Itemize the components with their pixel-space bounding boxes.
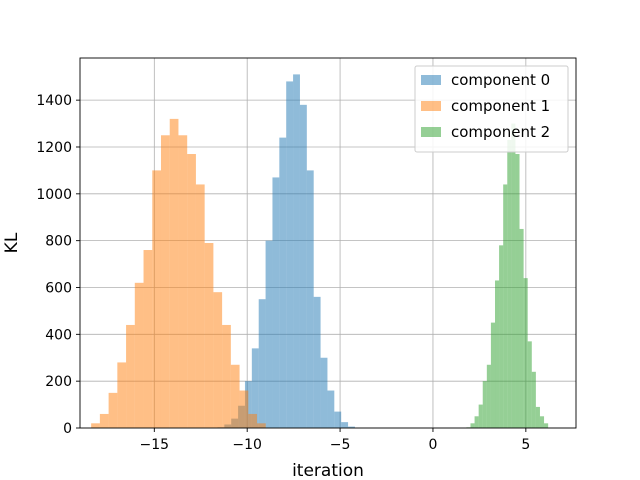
- y-tick-label: 800: [45, 234, 72, 250]
- histogram-bar-series-1: [204, 243, 214, 428]
- histogram-bar-series-0: [313, 296, 321, 428]
- y-axis-label: KL: [2, 232, 22, 253]
- legend-label: component 2: [451, 123, 550, 141]
- histogram-bar-series-2: [474, 416, 479, 428]
- legend-swatch: [421, 101, 441, 111]
- histogram-bar-series-1: [160, 135, 170, 428]
- histogram-bar-series-0: [334, 411, 342, 428]
- histogram-bar-series-1: [143, 250, 153, 428]
- histogram-bar-series-1: [126, 324, 135, 428]
- x-tick-label: −10: [232, 437, 262, 453]
- histogram-bar-series-1: [108, 392, 118, 428]
- y-tick-label: 600: [45, 280, 72, 296]
- histogram-bar-series-1: [187, 154, 196, 428]
- histogram-bar-series-1: [230, 364, 240, 428]
- histogram-bar-series-2: [507, 139, 512, 428]
- axis-ticks: −15 −10 −5 0 5 0 200 400 600 800 1000 1200 1400: [36, 93, 530, 453]
- x-tick-label: −5: [330, 437, 351, 453]
- histogram-bar-series-1: [117, 362, 127, 428]
- histogram-bar-series-0: [286, 81, 294, 428]
- x-tick-label: −15: [140, 437, 170, 453]
- legend-label: component 1: [451, 97, 550, 115]
- histogram-bar-series-1: [257, 423, 266, 428]
- histogram-bar-series-1: [99, 413, 109, 428]
- histogram-bars: [91, 74, 549, 429]
- histogram-bar-series-0: [265, 240, 273, 428]
- histogram-bar-series-1: [222, 324, 231, 428]
- histogram-bar-series-2: [531, 371, 536, 428]
- histogram-bar-series-2: [544, 423, 549, 428]
- y-tick-label: 1400: [36, 93, 72, 109]
- histogram-bar-series-1: [239, 390, 249, 428]
- histogram-bar-series-0: [341, 422, 349, 428]
- plot-frame: [79, 57, 577, 429]
- histogram-bar-series-0: [244, 381, 252, 428]
- histogram-bar-series-2: [490, 322, 496, 428]
- histogram-bar-series-2: [519, 228, 524, 428]
- y-tick-label: 0: [63, 421, 72, 437]
- y-tick-label: 1000: [36, 187, 72, 203]
- histogram-bar-series-2: [486, 364, 491, 428]
- histogram-bar-series-2: [499, 245, 504, 428]
- histogram-bar-series-0: [258, 299, 266, 428]
- x-tick-label: 0: [428, 437, 437, 453]
- histogram-bar-series-2: [482, 381, 487, 428]
- histogram-bar-series-0: [279, 137, 287, 429]
- histogram-bar-series-1: [152, 170, 161, 428]
- histogram-bar-series-2: [515, 154, 520, 428]
- histogram-bar-series-0: [299, 104, 307, 428]
- histogram-bar-series-1: [248, 413, 258, 428]
- legend-label: component 0: [451, 71, 550, 89]
- histogram-bar-series-1: [213, 292, 223, 428]
- histogram-bar-series-0: [251, 348, 259, 428]
- legend-swatch: [421, 75, 441, 85]
- histogram-bar-series-0: [272, 177, 280, 428]
- histogram-bar-series-0: [348, 426, 355, 428]
- histogram-bar-series-2: [470, 423, 475, 428]
- histogram-bar-series-0: [327, 390, 335, 428]
- histogram-bar-series-2: [535, 406, 540, 428]
- legend-swatch: [421, 127, 441, 137]
- y-tick-label: 1200: [36, 140, 72, 156]
- histogram-bar-series-2: [523, 278, 528, 428]
- histogram-bar-series-1: [178, 135, 188, 428]
- histogram-bar-series-1: [169, 118, 179, 428]
- histogram-bar-series-2: [539, 416, 545, 428]
- histogram-bar-series-0: [306, 170, 314, 428]
- histogram-bar-series-2: [503, 184, 508, 428]
- x-tick-label: 5: [521, 437, 530, 453]
- histogram-bar-series-2: [495, 280, 500, 428]
- histogram-bar-series-2: [478, 404, 483, 428]
- histogram-bar-series-1: [195, 184, 205, 428]
- histogram-bar-series-2: [527, 341, 532, 428]
- histogram-bar-series-1: [134, 282, 144, 428]
- legend: component 0 component 1 component 2: [414, 65, 569, 153]
- y-tick-label: 200: [45, 374, 72, 390]
- y-tick-label: 400: [45, 327, 72, 343]
- histogram-bar-series-1: [91, 423, 100, 428]
- histogram-bar-series-0: [320, 357, 328, 428]
- legend-box: [414, 65, 569, 153]
- x-axis-label: iteration: [292, 461, 364, 480]
- histogram-bar-series-2: [511, 123, 516, 429]
- histogram-bar-series-0: [293, 74, 300, 429]
